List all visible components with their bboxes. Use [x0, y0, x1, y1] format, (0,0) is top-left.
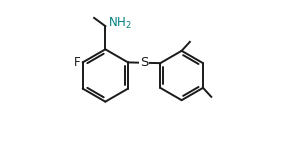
Text: F: F: [74, 56, 81, 69]
Text: NH$_2$: NH$_2$: [108, 16, 132, 31]
Text: S: S: [140, 56, 148, 69]
